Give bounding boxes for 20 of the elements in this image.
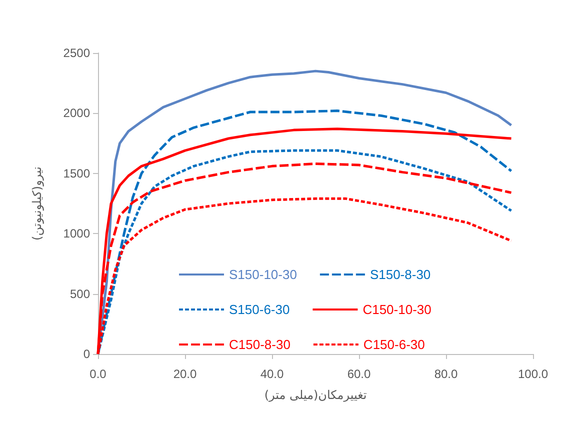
y-tick-label: 500 bbox=[70, 286, 90, 301]
x-tick-label: 0.0 bbox=[90, 367, 107, 381]
x-tick-label: 40.0 bbox=[260, 367, 284, 381]
legend-label: C150-8-30 bbox=[229, 337, 290, 352]
x-tick-label: 80.0 bbox=[434, 367, 458, 381]
y-tick-label: 2500 bbox=[63, 46, 90, 60]
y-tick-label: 1500 bbox=[63, 166, 90, 180]
legend-label: S150-10-30 bbox=[229, 267, 297, 282]
x-tick-label: 20.0 bbox=[173, 367, 197, 381]
y-tick-label: 2000 bbox=[63, 106, 90, 120]
y-tick-label: 0 bbox=[83, 347, 90, 361]
legend-label: C150-6-30 bbox=[363, 337, 425, 352]
x-tick-label: 100.0 bbox=[518, 367, 548, 381]
y-axis-title: نیرو(کیلونیوتن) bbox=[30, 166, 44, 240]
y-tick-label: 1000 bbox=[63, 226, 90, 241]
legend-label: S150-6-30 bbox=[229, 302, 290, 317]
x-axis-title: تغییرمکان(میلی متر) bbox=[264, 388, 367, 402]
legend-label: S150-8-30 bbox=[370, 267, 431, 282]
x-tick-label: 60.0 bbox=[347, 367, 371, 381]
legend-label: C150-10-30 bbox=[362, 302, 432, 317]
